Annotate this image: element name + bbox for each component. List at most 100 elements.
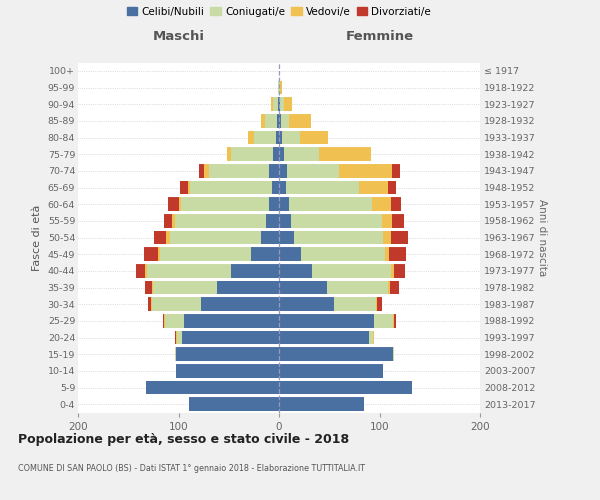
Bar	[394, 314, 395, 328]
Bar	[279, 380, 412, 394]
Bar	[182, 330, 279, 344]
Bar	[217, 280, 279, 294]
Bar	[391, 198, 401, 211]
Bar	[279, 314, 374, 328]
Bar	[148, 298, 151, 311]
Bar	[370, 330, 373, 344]
Bar	[154, 230, 166, 244]
Bar	[286, 180, 359, 194]
Bar	[175, 330, 176, 344]
Bar	[269, 164, 279, 177]
Bar	[279, 330, 370, 344]
Bar	[188, 398, 279, 411]
Y-axis label: Anni di nascita: Anni di nascita	[537, 199, 547, 276]
Bar	[279, 364, 383, 378]
Bar	[389, 280, 398, 294]
Bar	[272, 180, 279, 194]
Bar	[231, 264, 279, 278]
Bar	[152, 280, 154, 294]
Bar	[151, 298, 152, 311]
Bar	[382, 214, 392, 228]
Bar	[273, 98, 278, 111]
Bar	[146, 380, 279, 394]
Bar	[145, 248, 158, 261]
Bar	[172, 214, 175, 228]
Bar	[394, 264, 404, 278]
Bar	[279, 164, 287, 177]
Bar	[276, 130, 279, 144]
Bar	[389, 248, 406, 261]
Bar	[227, 148, 231, 161]
Bar	[374, 314, 392, 328]
Bar	[300, 130, 328, 144]
Bar	[190, 180, 272, 194]
Bar	[376, 298, 377, 311]
Bar	[279, 348, 392, 361]
Bar	[383, 230, 391, 244]
Bar	[145, 280, 152, 294]
Bar	[284, 148, 319, 161]
Bar	[203, 164, 209, 177]
Text: Femmine: Femmine	[346, 30, 413, 43]
Bar	[170, 230, 261, 244]
Bar	[251, 248, 279, 261]
Bar	[392, 314, 394, 328]
Bar	[164, 314, 166, 328]
Bar	[178, 330, 182, 344]
Bar	[279, 264, 312, 278]
Bar	[392, 164, 400, 177]
Bar	[327, 280, 388, 294]
Bar	[334, 298, 376, 311]
Bar	[391, 264, 394, 278]
Bar	[154, 280, 217, 294]
Bar	[284, 98, 292, 111]
Bar	[148, 264, 231, 278]
Bar	[200, 298, 279, 311]
Bar	[166, 230, 170, 244]
Bar	[279, 230, 294, 244]
Bar	[294, 230, 383, 244]
Bar	[265, 114, 277, 128]
Bar	[280, 98, 284, 111]
Bar	[181, 198, 269, 211]
Bar	[175, 348, 176, 361]
Bar	[261, 114, 265, 128]
Bar	[392, 214, 404, 228]
Bar	[392, 348, 394, 361]
Bar	[289, 114, 311, 128]
Bar	[281, 114, 289, 128]
Bar	[279, 114, 281, 128]
Bar	[164, 214, 172, 228]
Bar	[176, 364, 279, 378]
Bar	[248, 130, 254, 144]
Bar	[176, 348, 279, 361]
Bar	[261, 230, 279, 244]
Bar	[163, 314, 164, 328]
Bar	[279, 248, 301, 261]
Bar	[152, 298, 200, 311]
Bar	[279, 398, 364, 411]
Bar	[289, 198, 373, 211]
Bar	[179, 198, 181, 211]
Bar	[373, 330, 374, 344]
Bar	[279, 214, 291, 228]
Bar	[312, 264, 391, 278]
Bar	[373, 198, 391, 211]
Bar	[199, 164, 203, 177]
Bar	[166, 314, 184, 328]
Bar	[282, 130, 300, 144]
Bar	[277, 114, 279, 128]
Bar	[280, 80, 282, 94]
Bar	[287, 164, 340, 177]
Bar	[254, 130, 276, 144]
Legend: Celibi/Nubili, Coniugati/e, Vedovi/e, Divorziati/e: Celibi/Nubili, Coniugati/e, Vedovi/e, Di…	[125, 4, 433, 19]
Bar	[136, 264, 145, 278]
Bar	[278, 80, 279, 94]
Bar	[279, 280, 327, 294]
Bar	[279, 80, 280, 94]
Bar	[175, 214, 266, 228]
Bar	[188, 180, 190, 194]
Bar	[271, 98, 273, 111]
Bar	[231, 148, 273, 161]
Bar	[291, 214, 382, 228]
